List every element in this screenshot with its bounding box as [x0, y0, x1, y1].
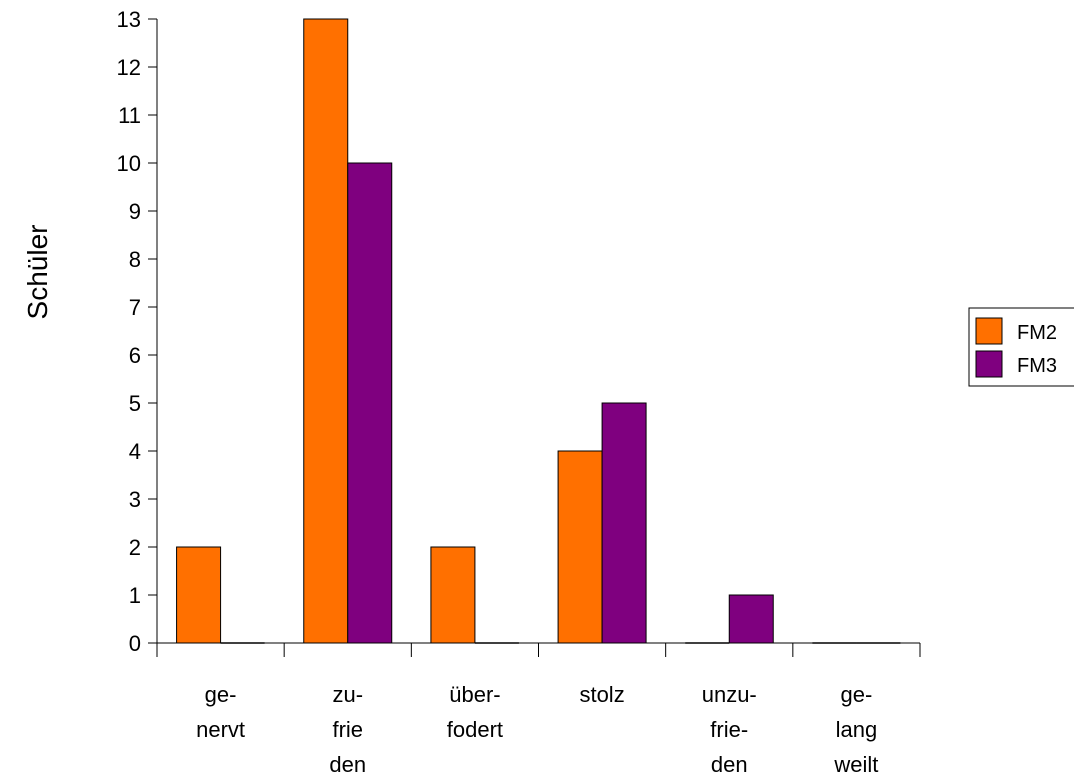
legend-swatch-fm3: [975, 350, 1003, 378]
y-tick-label: 11: [118, 103, 141, 128]
y-tick-label: 5: [129, 391, 141, 416]
bar-fm2-2: [430, 546, 476, 644]
x-category-label: stolz: [579, 682, 624, 707]
y-tick-label: 3: [129, 487, 141, 512]
y-tick-label: 2: [129, 535, 141, 560]
bar-fm2-0: [176, 546, 222, 644]
x-category-label-line: frie: [332, 717, 363, 742]
x-category-label-line: zu-: [332, 682, 363, 707]
x-category-label: unzu-frie-den: [702, 682, 757, 777]
y-axis-title: Schüler: [22, 225, 53, 320]
y-tick-label: 12: [117, 55, 141, 80]
x-category-label-line: den: [329, 752, 366, 777]
y-tick-label: 4: [129, 439, 141, 464]
legend: FM2 FM3: [968, 307, 1074, 387]
x-category-label-line: frie-: [710, 717, 748, 742]
bar-fm3-3: [601, 402, 647, 644]
y-tick-label: 10: [117, 151, 141, 176]
x-category-label: über-fodert: [447, 682, 503, 742]
bars: [176, 18, 901, 644]
x-category-label-line: weilt: [833, 752, 878, 777]
y-tick-label: 0: [129, 631, 141, 656]
bar-fm3-1: [347, 162, 393, 644]
x-category-label-line: über-: [449, 682, 500, 707]
legend-label-fm3: FM3: [1017, 355, 1057, 377]
bar-fm3-4: [728, 594, 774, 644]
y-tick-label: 9: [129, 199, 141, 224]
x-category-label-line: ge-: [205, 682, 237, 707]
x-category-label-line: stolz: [579, 682, 624, 707]
x-category-label-line: nervt: [196, 717, 245, 742]
x-category-label: zu-frie den: [329, 682, 366, 777]
x-category-label: ge-nervt: [196, 682, 245, 742]
x-category-label: ge-lang weilt: [833, 682, 878, 777]
x-category-label-line: fodert: [447, 717, 503, 742]
x-category-label-line: den: [711, 752, 748, 777]
y-tick-label: 13: [117, 7, 141, 32]
y-tick-label: 8: [129, 247, 141, 272]
legend-swatch-fm2: [975, 317, 1003, 345]
y-tick-label: 6: [129, 343, 141, 368]
y-tick-label: 1: [129, 583, 141, 608]
x-axis: ge-nervt zu-frie den über-fodert stolz unzu-f…: [156, 642, 921, 777]
bar-fm2-1: [303, 18, 349, 644]
legend-label-fm2: FM2: [1017, 322, 1057, 344]
bar-fm2-3: [557, 450, 603, 644]
y-tick-label: 7: [129, 295, 141, 320]
x-category-label-line: unzu-: [702, 682, 757, 707]
x-category-label-line: lang: [836, 717, 878, 742]
x-category-label-line: ge-: [841, 682, 873, 707]
